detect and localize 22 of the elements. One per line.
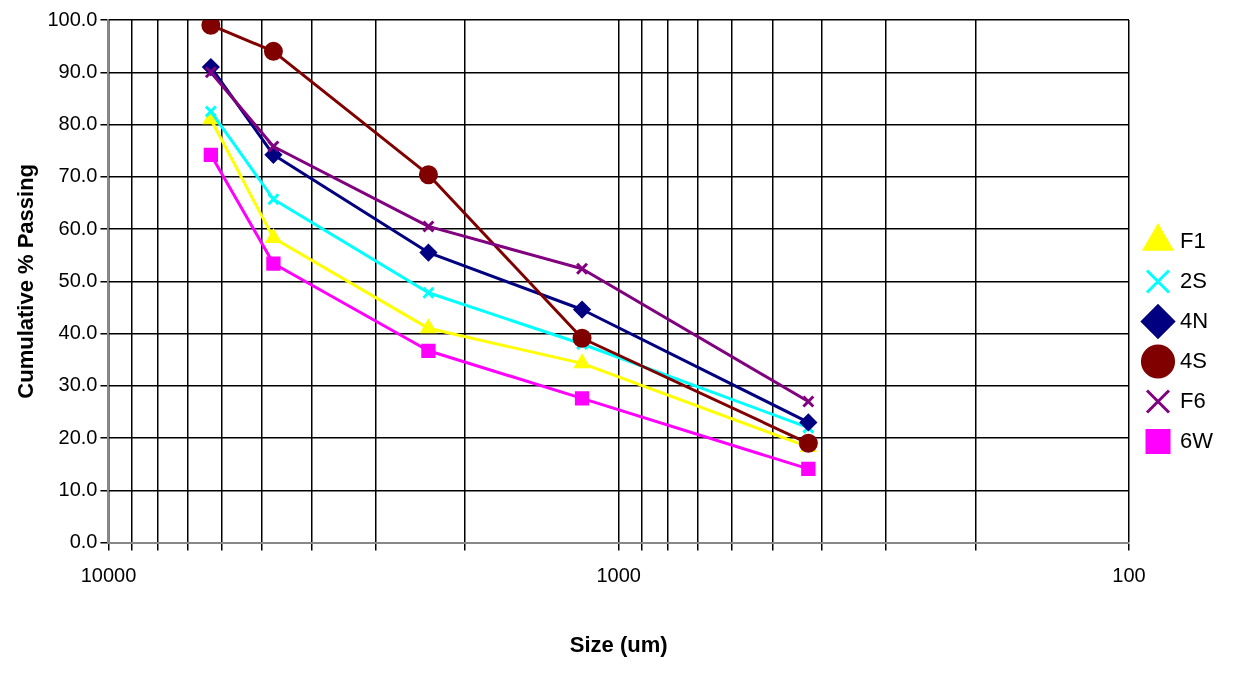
legend-label: F6 xyxy=(1180,387,1206,413)
legend-label: F1 xyxy=(1180,227,1206,253)
y-tick-label: 100.0 xyxy=(47,7,98,30)
y-tick-label: 40.0 xyxy=(58,321,98,344)
x-tick-label: 10000 xyxy=(80,564,137,587)
y-tick-label: 10.0 xyxy=(58,477,98,500)
legend-label: 4S xyxy=(1180,347,1207,373)
x-tick-label: 1000 xyxy=(596,564,641,587)
legend-label: 2S xyxy=(1180,267,1207,293)
y-tick-label: 70.0 xyxy=(58,164,98,187)
x-tick-label: 100 xyxy=(1112,564,1146,587)
legend-label: 4N xyxy=(1180,307,1209,333)
y-tick-label: 60.0 xyxy=(58,216,98,239)
y-tick-label: 80.0 xyxy=(58,112,98,135)
y-axis-title: Cumulative % Passing xyxy=(13,163,39,399)
legend-label: 6W xyxy=(1180,427,1214,453)
y-tick-label: 20.0 xyxy=(58,425,98,448)
y-tick-label: 30.0 xyxy=(58,373,98,396)
x-axis-title: Size (um) xyxy=(569,631,668,657)
y-tick-label: 0.0 xyxy=(69,530,98,553)
y-tick-label: 90.0 xyxy=(58,59,98,82)
y-tick-label: 50.0 xyxy=(58,268,98,291)
